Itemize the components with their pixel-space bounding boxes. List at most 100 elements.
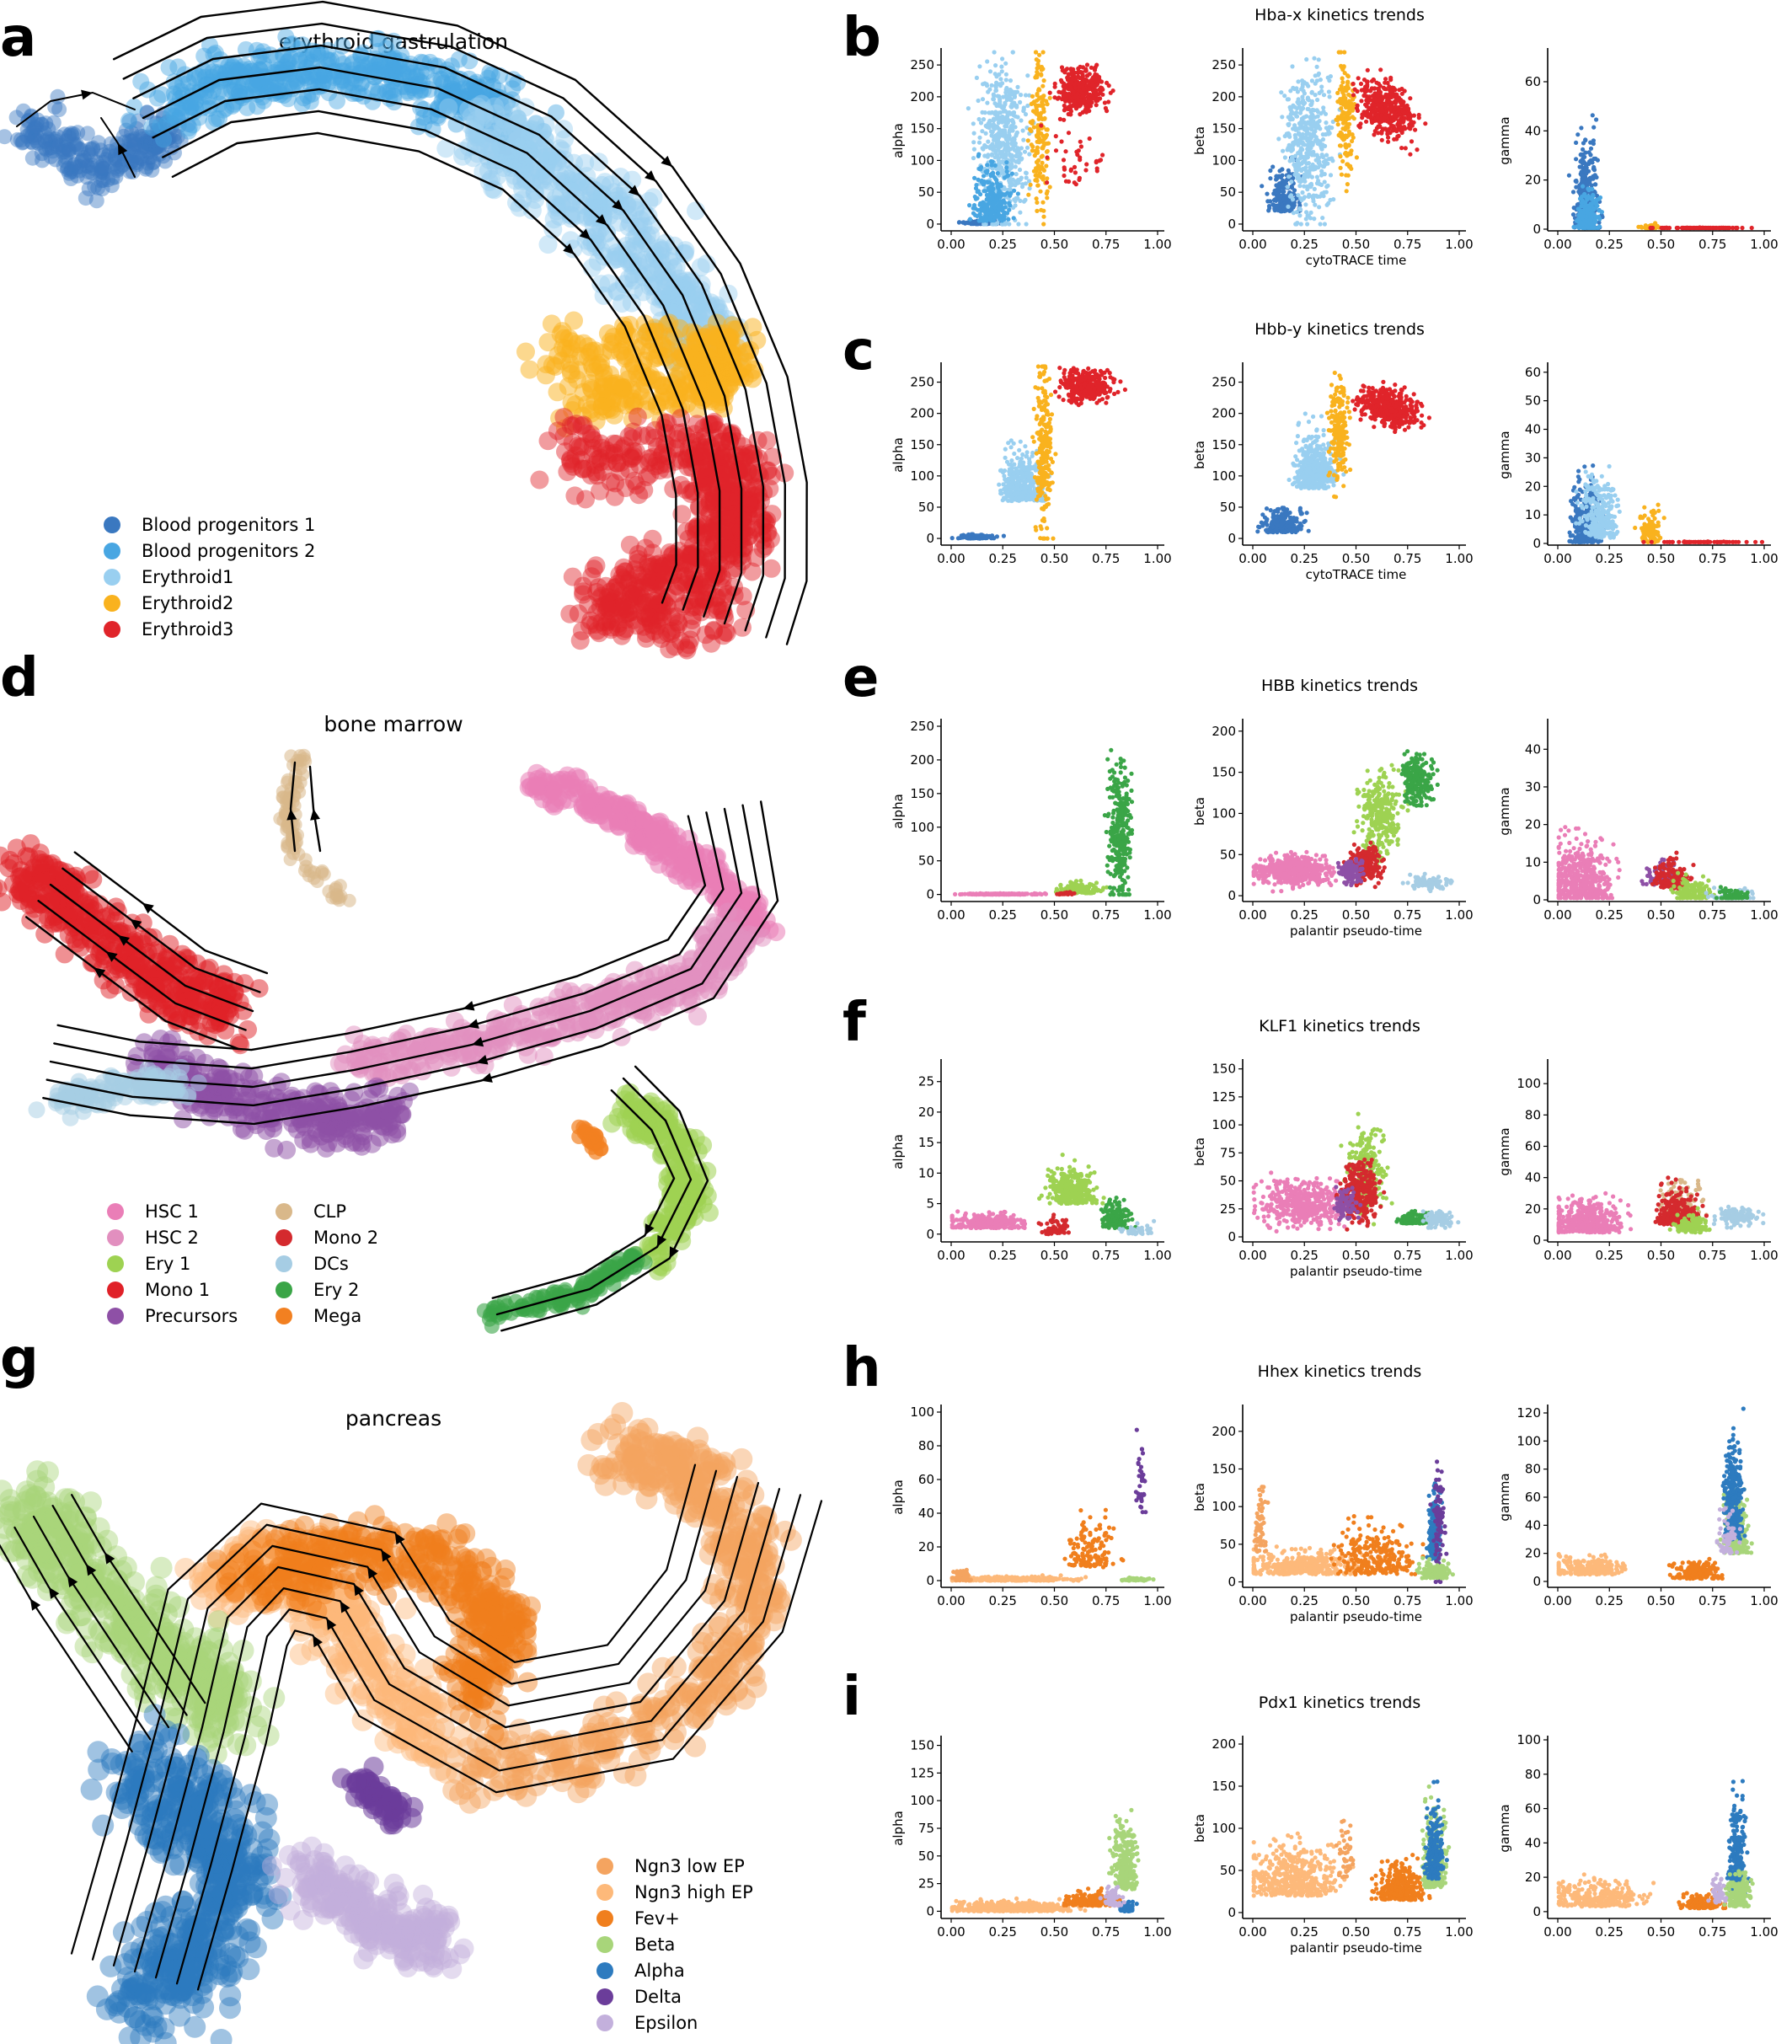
data-point: [978, 206, 983, 211]
data-point: [1340, 120, 1345, 126]
data-point: [1095, 390, 1100, 395]
data-point: [1388, 89, 1393, 94]
data-point: [998, 468, 1003, 474]
data-point: [1390, 128, 1395, 133]
data-point: [1045, 127, 1050, 132]
data-point: [1033, 178, 1038, 183]
data-point: [1316, 446, 1322, 451]
data-point: [1314, 152, 1319, 158]
data-point: [1285, 97, 1290, 102]
data-point: [1588, 158, 1593, 163]
data-point: [1004, 98, 1009, 103]
data-point: [1001, 115, 1006, 120]
data-point: [1094, 166, 1099, 171]
data-point: [1034, 196, 1039, 201]
data-point: [1013, 125, 1018, 130]
data-point: [1035, 183, 1040, 188]
data-point: [1312, 56, 1317, 61]
data-point: [1089, 78, 1094, 83]
data-point: [1056, 95, 1062, 100]
data-point: [1003, 455, 1008, 460]
data-point: [1345, 173, 1351, 178]
data-point: [1302, 166, 1307, 172]
data-point: [1033, 525, 1038, 530]
data-point: [1003, 175, 1008, 180]
data-point: [1286, 168, 1291, 173]
data-point: [1000, 159, 1005, 164]
data-point: [983, 205, 989, 210]
data-point: [1024, 170, 1029, 175]
data-point: [1059, 65, 1065, 70]
data-point: [1335, 90, 1340, 95]
data-point: [1364, 119, 1369, 124]
data-point: [1122, 387, 1127, 393]
data-point: [997, 110, 1002, 115]
data-point: [1285, 512, 1290, 517]
data-point: [1033, 50, 1039, 55]
data-point: [1038, 189, 1043, 194]
data-point: [1323, 447, 1328, 452]
data-point: [1016, 478, 1021, 483]
data-point: [1586, 187, 1591, 193]
data-point: [960, 535, 966, 540]
data-point: [1339, 131, 1345, 136]
data-point: [1037, 115, 1042, 120]
data-point: [1297, 156, 1303, 161]
data-point: [1016, 222, 1021, 227]
data-point: [1594, 117, 1599, 122]
data-point: [1077, 177, 1082, 182]
data-point: [1292, 162, 1297, 168]
data-point: [998, 77, 1003, 82]
data-point: [1282, 94, 1287, 99]
data-point: [1066, 131, 1072, 136]
x-tick-label: 0.75: [1092, 237, 1120, 252]
data-point: [1035, 165, 1040, 170]
data-point: [1313, 480, 1319, 486]
data-point: [1094, 103, 1099, 108]
data-point: [1040, 160, 1045, 165]
data-point: [1046, 449, 1051, 454]
data-point: [1296, 79, 1301, 84]
data-point: [1268, 199, 1273, 204]
data-point: [991, 535, 996, 540]
data-point: [1423, 121, 1428, 126]
data-point: [999, 154, 1004, 159]
data-point: [1112, 391, 1117, 397]
data-point: [1309, 174, 1314, 179]
data-point: [1300, 159, 1306, 164]
data-point: [1040, 174, 1046, 179]
data-point: [1013, 183, 1018, 188]
data-point: [1040, 200, 1046, 205]
data-point: [990, 130, 995, 135]
data-point: [1047, 185, 1052, 190]
data-point: [1009, 158, 1014, 163]
data-point: [1078, 112, 1083, 117]
data-point: [1078, 98, 1083, 103]
data-point: [1019, 470, 1024, 475]
data-point: [1323, 463, 1328, 468]
data-point: [1106, 99, 1111, 104]
data-point: [1058, 380, 1064, 385]
data-point: [1321, 432, 1326, 438]
data-point: [1011, 120, 1016, 126]
data-point: [1289, 185, 1294, 190]
data-point: [1305, 95, 1310, 100]
data-point: [1290, 517, 1295, 522]
data-point: [1063, 149, 1068, 154]
data-point: [1305, 106, 1310, 111]
data-point: [1591, 194, 1596, 199]
data-point: [1319, 84, 1324, 89]
data-point: [1024, 450, 1030, 455]
data-point: [1092, 386, 1097, 391]
data-point: [971, 203, 977, 208]
data-point: [1666, 225, 1672, 231]
data-point: [1324, 126, 1329, 131]
data-point: [1037, 140, 1042, 145]
data-point: [1034, 159, 1040, 165]
data-point: [1062, 167, 1067, 172]
data-point: [978, 192, 983, 197]
data-point: [1021, 109, 1026, 114]
data-point: [1081, 369, 1086, 374]
data-point: [1023, 181, 1028, 186]
data-point: [1073, 182, 1078, 187]
